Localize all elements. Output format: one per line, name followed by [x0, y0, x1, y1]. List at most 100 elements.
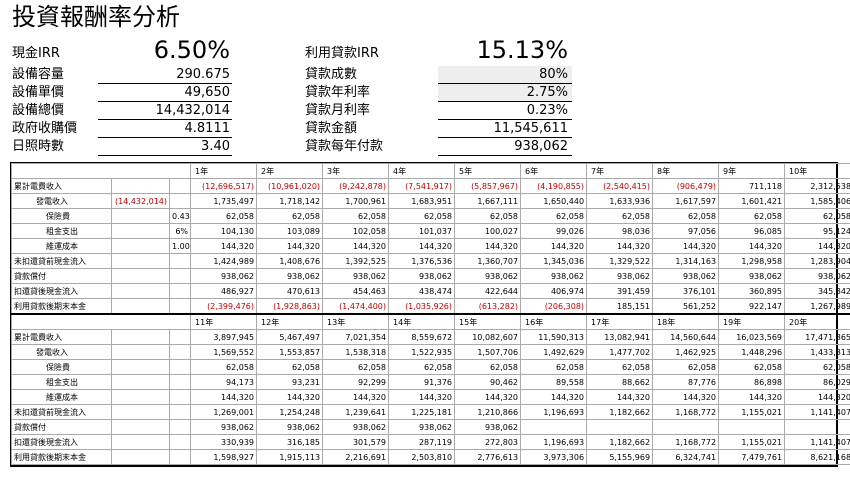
table-cell: 1,569,552	[190, 344, 258, 360]
table-cell: (5,857,967)	[454, 178, 522, 194]
row-rate	[168, 404, 192, 420]
table-cell: 1,269,001	[190, 404, 258, 420]
annual-payment-value: 938,062	[514, 139, 568, 154]
row-initial-value	[111, 238, 170, 254]
table-cell: 422,644	[454, 283, 522, 299]
table-cell: 301,579	[322, 434, 390, 450]
year-header: 11年	[190, 313, 258, 330]
cashflow-table: 1年 2年 3年 4年 5年 6年 7年 8年 9年 10年 累計電費收入 (12,696,517)(…	[10, 163, 850, 465]
table-cell: 938,062	[454, 268, 522, 284]
table-cell: 144,320	[190, 238, 258, 254]
table-cell: (1,928,863)	[256, 298, 324, 315]
table-cell: 1,492,629	[520, 344, 588, 360]
table-cell: 94,173	[190, 374, 258, 390]
table-cell: 144,320	[454, 389, 522, 405]
capacity-value: 290.675	[176, 67, 230, 82]
row-label: 未扣還貸前現金流入	[11, 404, 112, 420]
table-cell: 938,062	[784, 268, 850, 284]
table-cell: 7,479,761	[718, 449, 786, 465]
row-rate	[168, 268, 192, 284]
table-cell: 1,477,702	[586, 344, 654, 360]
table-cell: 144,320	[322, 238, 390, 254]
table-cell: 486,927	[190, 283, 258, 299]
table-cell: 1,155,021	[718, 404, 786, 420]
table-cell: 1,507,706	[454, 344, 522, 360]
table-cell: 62,058	[718, 359, 786, 375]
row-rate	[168, 434, 192, 450]
row-initial-value	[111, 268, 170, 284]
table-cell: 938,062	[586, 268, 654, 284]
year-header: 2年	[256, 163, 324, 179]
header-spacer	[10, 313, 192, 330]
table-cell: 938,062	[388, 268, 456, 284]
year-header: 20年	[784, 313, 850, 330]
table-cell: 62,058	[322, 359, 390, 375]
table-cell: 1,700,961	[322, 193, 390, 209]
year-header: 16年	[520, 313, 588, 330]
row-label: 貸款償付	[11, 419, 112, 435]
table-cell: 62,058	[388, 208, 456, 224]
table-cell: 1,617,597	[652, 193, 720, 209]
year-header: 3年	[322, 163, 390, 179]
table-cell: 144,320	[784, 238, 850, 254]
table-cell: 272,803	[454, 434, 522, 450]
table-row: 未扣還貸前現金流入 1,424,989 1,408,676 1,392,525 1,37…	[11, 253, 850, 269]
table-cell: 1,598,927	[190, 449, 258, 465]
row-initial-value	[111, 344, 170, 360]
table-cell: 6,324,741	[652, 449, 720, 465]
monthly-rate-value: 0.23%	[526, 103, 568, 118]
table-cell: 62,058	[784, 359, 850, 375]
table-cell	[718, 419, 786, 435]
table-cell: 17,471,865	[784, 329, 850, 345]
table-cell: 144,320	[256, 389, 324, 405]
table-cell: 1,298,958	[718, 253, 786, 269]
table-cell: 1,329,522	[586, 253, 654, 269]
year-header: 13年	[322, 313, 390, 330]
table-cell: 1,345,036	[520, 253, 588, 269]
row-rate	[168, 344, 192, 360]
table-cell: 938,062	[454, 419, 522, 435]
year-header: 15年	[454, 313, 522, 330]
row-initial-value	[111, 389, 170, 405]
row-rate	[168, 178, 192, 194]
table-cell: (1,035,926)	[388, 298, 456, 315]
table-cell: 62,058	[586, 359, 654, 375]
table-cell: 1,376,536	[388, 253, 456, 269]
year-header: 14年	[388, 313, 456, 330]
table-cell: 1,155,021	[718, 434, 786, 450]
table-cell: 438,474	[388, 283, 456, 299]
table-cell: 1,718,142	[256, 193, 324, 209]
table-row: 發電收入 (14,432,014) 1,735,497 1,718,142 1,700,…	[11, 193, 850, 209]
row-rate	[168, 374, 192, 390]
annual-rate-value: 2.75%	[526, 85, 568, 100]
table-cell: 62,058	[520, 359, 588, 375]
row-label: 未扣還貸前現金流入	[11, 253, 112, 269]
table-row: 貸款償付 938,062 938,062 938,062 938,062 938,062	[11, 419, 850, 435]
row-label: 維運成本	[11, 389, 112, 405]
table-cell: 144,320	[520, 389, 588, 405]
year-header: 4年	[388, 163, 456, 179]
table-row: 租金支出 6% 104,130 103,089 102,058 101,037 100,02…	[11, 223, 850, 239]
table-cell: 62,058	[718, 208, 786, 224]
table-cell: 922,147	[718, 298, 786, 315]
sun-hours-value: 3.40	[201, 139, 230, 154]
row-initial-value	[111, 283, 170, 299]
table-cell	[784, 419, 850, 435]
row-label: 發電收入	[11, 193, 112, 209]
table-cell: 144,320	[586, 389, 654, 405]
row-label: 累計電費收入	[11, 329, 112, 345]
table-cell: 185,151	[586, 298, 654, 315]
table-cell: 1,196,693	[520, 434, 588, 450]
table-cell: (9,242,878)	[322, 178, 390, 194]
table-cell: 144,320	[388, 389, 456, 405]
gov-price-label: 政府收購價	[12, 121, 78, 136]
table-cell: 62,058	[454, 359, 522, 375]
table-cell: 62,058	[322, 208, 390, 224]
table-cell: 938,062	[322, 419, 390, 435]
year-header: 1年	[190, 163, 258, 179]
table-cell: 1,360,707	[454, 253, 522, 269]
year-header-row: 11年 12年 13年 14年 15年 16年 17年 18年 19年 20年	[10, 313, 850, 330]
row-initial-value	[111, 419, 170, 435]
unit-price-label: 設備單價	[12, 85, 65, 100]
row-initial-value: (14,432,014)	[111, 193, 170, 209]
